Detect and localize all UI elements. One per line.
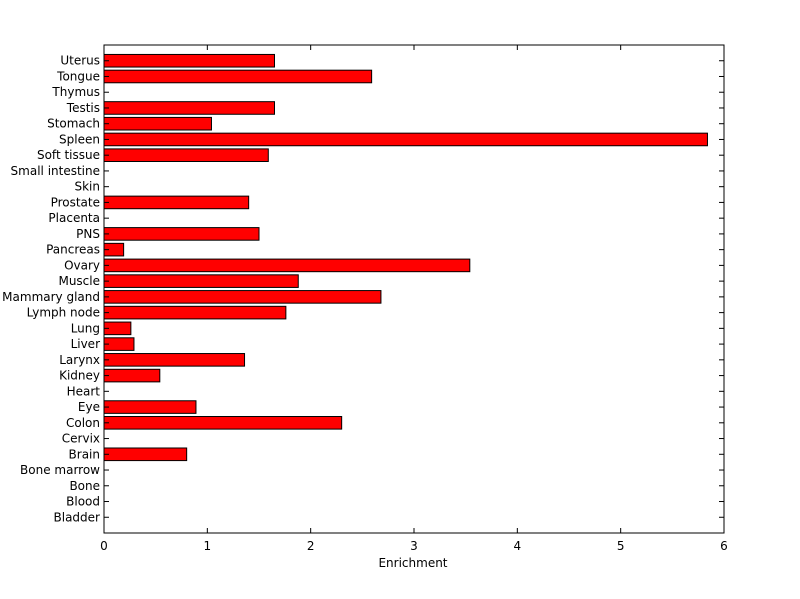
bar-ovary xyxy=(103,258,471,273)
x-tick-label: 6 xyxy=(720,539,728,553)
y-tick-label: Testis xyxy=(66,101,100,115)
bar-muscle xyxy=(103,274,299,288)
y-tick-label: Pancreas xyxy=(46,243,100,257)
bar-uterus xyxy=(103,53,275,68)
y-tick-label: Spleen xyxy=(59,132,100,146)
bar-colon xyxy=(103,416,343,430)
y-tick-label: Kidney xyxy=(59,369,100,383)
y-tick-label: Lymph node xyxy=(27,306,100,320)
y-tick-label: Brain xyxy=(69,447,100,461)
y-tick-label: Bone marrow xyxy=(20,463,100,477)
x-tick-label: 4 xyxy=(514,539,522,553)
y-tick-label: Lung xyxy=(71,321,100,335)
bar-testis xyxy=(103,101,275,115)
y-tick-label: Eye xyxy=(78,400,100,414)
bar-mammary-gland xyxy=(103,290,382,304)
bar-larynx xyxy=(103,353,246,367)
y-tick-label: Small intestine xyxy=(11,164,100,178)
bar-brain xyxy=(103,447,188,462)
y-tick-label: Stomach xyxy=(47,117,100,131)
bar-prostate xyxy=(103,195,250,210)
x-tick-label: 3 xyxy=(410,539,418,553)
y-tick-label: Thymus xyxy=(51,85,100,99)
x-tick-label: 0 xyxy=(100,539,108,553)
y-tick-label: Muscle xyxy=(58,274,100,288)
bar-kidney xyxy=(103,368,161,383)
y-tick-label: Liver xyxy=(71,337,101,351)
y-tick-label: Mammary gland xyxy=(2,290,100,304)
x-tick-label: 2 xyxy=(307,539,315,553)
y-tick-label: Skin xyxy=(74,180,100,194)
y-tick-label: Bone xyxy=(69,479,100,493)
y-tick-label: Placenta xyxy=(48,211,100,225)
bar-soft-tissue xyxy=(103,148,269,162)
x-tick-label: 1 xyxy=(204,539,212,553)
bar-eye xyxy=(103,400,197,414)
y-tick-label: Cervix xyxy=(62,432,100,446)
y-tick-label: Prostate xyxy=(51,195,100,209)
y-tick-label: Blood xyxy=(66,495,100,509)
y-tick-label: Colon xyxy=(66,416,100,430)
bar-stomach xyxy=(103,116,212,131)
y-tick-label: Ovary xyxy=(64,258,100,272)
y-tick-label: Bladder xyxy=(54,510,101,524)
bar-pns xyxy=(103,227,260,241)
y-tick-label: Uterus xyxy=(60,54,100,68)
x-axis-label: Enrichment xyxy=(378,556,447,570)
bar-lymph-node xyxy=(103,305,287,320)
bar-spleen xyxy=(103,132,708,147)
x-tick-label: 5 xyxy=(617,539,625,553)
y-tick-label: Tongue xyxy=(56,69,100,83)
plot-frame xyxy=(103,44,725,534)
y-tick-label: PNS xyxy=(76,227,100,241)
y-tick-label: Soft tissue xyxy=(37,148,100,162)
y-tick-label: Heart xyxy=(67,384,101,398)
bar-tongue xyxy=(103,69,373,84)
y-tick-label: Larynx xyxy=(59,353,100,367)
